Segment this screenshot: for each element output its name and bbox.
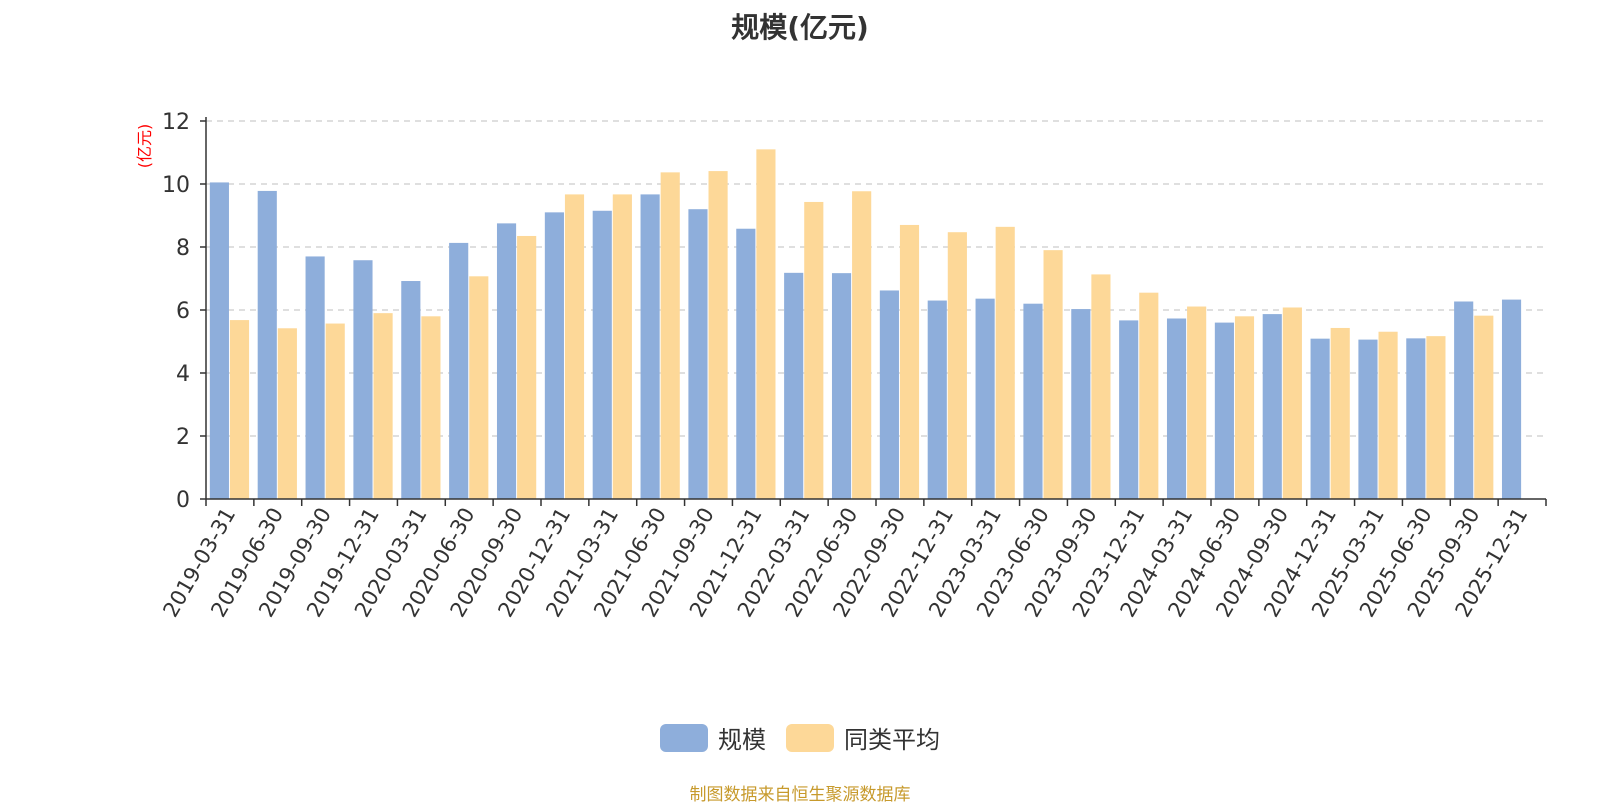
bar-scale[interactable]	[209, 182, 229, 500]
bar-scale[interactable]	[496, 223, 517, 499]
bar-scale[interactable]	[831, 273, 852, 499]
bar-peer-average[interactable]	[325, 323, 345, 499]
bar-peer-average[interactable]	[469, 276, 489, 499]
legend: 规模 同类平均	[0, 720, 1600, 755]
bar-peer-average[interactable]	[373, 313, 393, 499]
bar-scale[interactable]	[1119, 320, 1139, 499]
legend-swatch-scale	[660, 723, 708, 752]
y-tick-label: 12	[162, 110, 190, 135]
bar-scale[interactable]	[879, 290, 899, 499]
bar-scale[interactable]	[305, 256, 325, 499]
bar-scale[interactable]	[1310, 338, 1330, 499]
bar-peer-average[interactable]	[517, 235, 537, 499]
bar-scale[interactable]	[1166, 318, 1187, 499]
bars	[209, 149, 1522, 500]
bar-scale[interactable]	[1406, 338, 1426, 499]
bar-scale[interactable]	[401, 281, 421, 499]
bar-peer-average[interactable]	[612, 194, 632, 499]
bar-peer-average[interactable]	[1187, 306, 1207, 499]
bar-peer-average[interactable]	[1426, 336, 1446, 499]
bar-peer-average[interactable]	[1378, 331, 1398, 499]
bar-scale[interactable]	[975, 298, 995, 499]
bar-scale[interactable]	[353, 260, 373, 499]
bar-peer-average[interactable]	[1139, 292, 1159, 499]
bar-scale[interactable]	[1501, 299, 1522, 499]
bar-peer-average[interactable]	[708, 171, 728, 499]
legend-item-peer-average[interactable]: 同类平均	[786, 720, 940, 755]
y-tick-label: 0	[176, 488, 190, 513]
legend-item-scale[interactable]: 规模	[660, 720, 766, 755]
bar-peer-average[interactable]	[1474, 315, 1494, 499]
bar-peer-average[interactable]	[899, 224, 920, 499]
source-note: 制图数据来自恒生聚源数据库	[689, 785, 911, 805]
bar-scale[interactable]	[544, 212, 564, 499]
legend-label-scale: 规模	[718, 726, 766, 754]
bar-peer-average[interactable]	[804, 201, 824, 499]
axes	[200, 117, 1547, 506]
bar-scale[interactable]	[1262, 314, 1282, 499]
bar-scale[interactable]	[1454, 301, 1474, 499]
y-tick-label: 8	[176, 236, 190, 261]
bar-peer-average[interactable]	[852, 191, 872, 499]
bar-scale[interactable]	[1358, 339, 1378, 499]
bar-peer-average[interactable]	[947, 232, 967, 499]
y-axis-label: (亿元)	[135, 124, 154, 169]
bar-scale[interactable]	[736, 228, 756, 500]
x-tick-labels: 2019-03-312019-06-302019-09-302019-12-31…	[158, 504, 1532, 622]
bar-scale[interactable]	[449, 242, 469, 499]
bar-peer-average[interactable]	[1091, 274, 1111, 499]
chart-title: 规模(亿元)	[731, 11, 869, 44]
bar-peer-average[interactable]	[421, 316, 441, 499]
y-tick-label: 2	[176, 425, 190, 450]
bar-peer-average[interactable]	[1043, 250, 1063, 499]
y-tick-label: 10	[162, 173, 190, 198]
bar-scale[interactable]	[784, 272, 804, 499]
bar-peer-average[interactable]	[229, 320, 250, 499]
bar-peer-average[interactable]	[756, 149, 776, 499]
bar-scale[interactable]	[640, 194, 660, 499]
y-tick-labels: 0 2 4 6 8 10 12	[162, 110, 190, 513]
bar-peer-average[interactable]	[564, 194, 585, 499]
y-tick-label: 4	[176, 362, 190, 387]
bar-scale[interactable]	[1214, 322, 1234, 499]
y-tick-label: 6	[176, 299, 190, 324]
bar-peer-average[interactable]	[995, 226, 1015, 499]
legend-swatch-peer-average	[786, 723, 834, 752]
bar-scale[interactable]	[927, 300, 947, 499]
bar-peer-average[interactable]	[1282, 307, 1302, 499]
bar-peer-average[interactable]	[277, 328, 297, 499]
bar-peer-average[interactable]	[1330, 327, 1350, 499]
bar-peer-average[interactable]	[1234, 316, 1255, 499]
bar-scale[interactable]	[688, 209, 708, 499]
bar-peer-average[interactable]	[660, 172, 680, 499]
bar-scale[interactable]	[1023, 303, 1043, 499]
bar-scale[interactable]	[592, 210, 612, 499]
bar-scale[interactable]	[1071, 309, 1091, 499]
bar-scale[interactable]	[257, 190, 277, 499]
legend-label-peer-average: 同类平均	[844, 726, 940, 754]
